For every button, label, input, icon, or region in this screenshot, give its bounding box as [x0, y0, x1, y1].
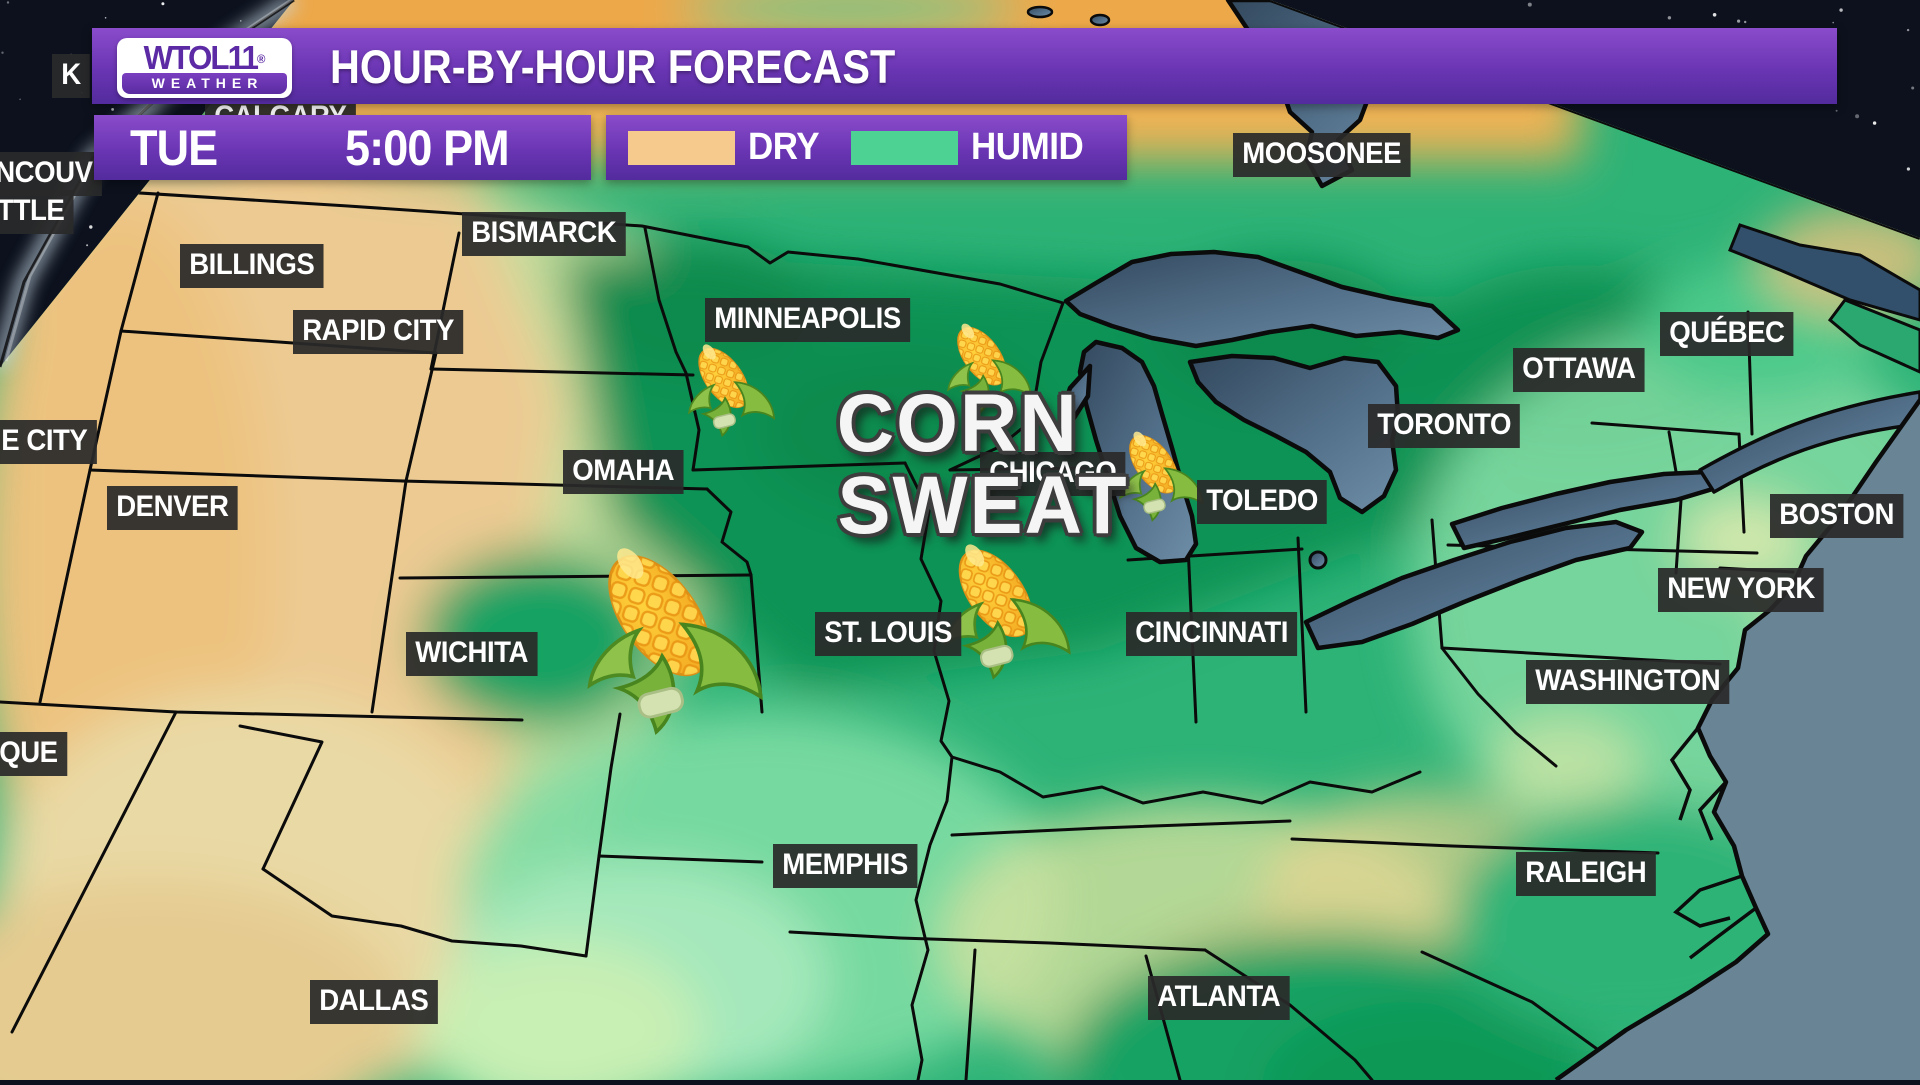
city-label-memphis: MEMPHIS	[773, 844, 917, 888]
green-bay	[1059, 363, 1093, 421]
city-label-cincinnati: CINCINNATI	[1126, 612, 1298, 656]
city-label-st-louis: ST. LOUIS	[815, 612, 962, 656]
station-logo-text: WTOL11®	[143, 39, 266, 76]
registered-mark: ®	[257, 52, 266, 66]
humid-label: HUMID	[971, 126, 1084, 168]
headline-line-1: CORN	[836, 378, 1079, 469]
city-label-moosonee: MOOSONEE	[1233, 133, 1411, 177]
dry-label: DRY	[748, 126, 820, 168]
city-label-washington: WASHINGTON	[1526, 660, 1730, 704]
legend-banner: DRY HUMID	[606, 115, 1127, 180]
city-label-billings: BILLINGS	[180, 244, 324, 288]
city-label-ottawa: OTTAWA	[1513, 348, 1645, 392]
city-label-denver: DENVER	[107, 486, 238, 530]
dry-color-swatch	[628, 130, 735, 165]
city-label-atlanta: ATLANTA	[1148, 976, 1290, 1020]
city-label-minneapolis: MINNEAPOLIS	[705, 298, 911, 342]
city-label-raleigh: RALEIGH	[1516, 852, 1656, 896]
time-banner: TUE 5:00 PM	[94, 115, 591, 180]
forecast-day: TUE	[130, 119, 218, 176]
city-label-quebec: QUÉBEC	[1660, 312, 1794, 356]
city-label-albuquerque-partial: QUE	[0, 732, 67, 776]
city-label-chicago: CHICAGO	[980, 452, 1126, 496]
carolina-sounds	[1673, 874, 1758, 960]
city-label-toronto: TORONTO	[1368, 404, 1521, 448]
humid-color-swatch	[851, 130, 959, 165]
nova-scotia	[1827, 298, 1920, 375]
atlantic-ocean	[1554, 398, 1920, 1080]
city-label-dallas: DALLAS	[310, 980, 438, 1024]
lake-superior	[1063, 249, 1461, 349]
city-label-salt-lake-partial: E CITY	[0, 420, 97, 464]
city-label-omaha: OMAHA	[563, 450, 684, 494]
headline-line-2: SWEAT	[837, 460, 1129, 552]
lake-erie	[1303, 519, 1645, 651]
city-label-seattle-partial: TTLE	[0, 190, 74, 234]
station-logo-sub: WEATHER	[122, 73, 287, 94]
city-label-toledo: TOLEDO	[1197, 480, 1328, 524]
forecast-time: 5:00 PM	[345, 119, 510, 176]
city-label-new-york: NEW YORK	[1658, 568, 1825, 612]
st-lawrence-river	[1698, 390, 1920, 494]
city-label-wichita: WICHITA	[406, 632, 538, 676]
city-label-k-partial: K	[52, 54, 90, 98]
city-label-vancouver-partial: NCOUV	[0, 152, 102, 196]
city-label-bismarck: BISMARCK	[462, 212, 626, 256]
lake-st-clair	[1308, 550, 1328, 570]
lake-huron	[1187, 353, 1401, 515]
chesapeake-bays	[1669, 726, 1728, 841]
top-banner: WTOL11® WEATHER HOUR-BY-HOUR FORECAST	[92, 28, 1837, 104]
city-label-rapid-city: RAPID CITY	[293, 310, 464, 354]
banner-title: HOUR-BY-HOUR FORECAST	[330, 39, 896, 93]
station-logo: WTOL11® WEATHER	[117, 38, 292, 98]
city-label-boston: BOSTON	[1770, 494, 1904, 538]
great-lakes	[680, 0, 1920, 651]
